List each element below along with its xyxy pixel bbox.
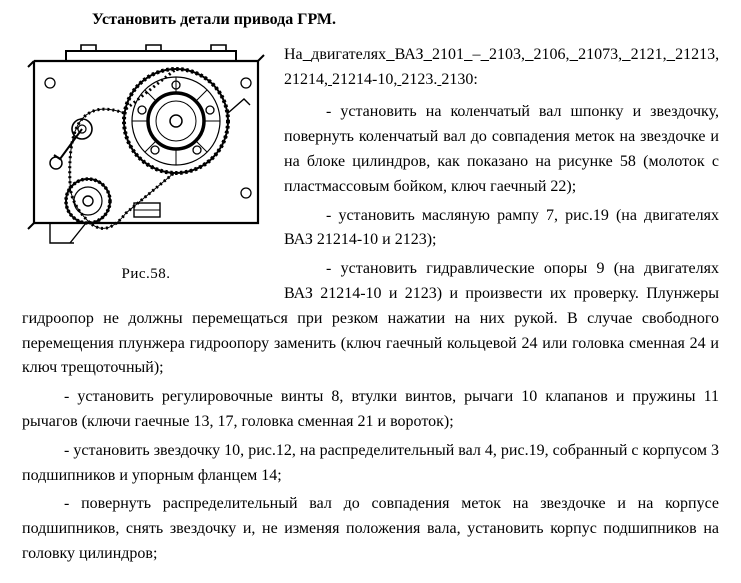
engine-drawing-icon: [26, 43, 266, 248]
paragraph-5: - установить звездочку 10, рис.12, на ра…: [22, 439, 719, 489]
figure-58: Рис.58.: [22, 43, 270, 286]
paragraph-6: - повернуть распределительный вал до сов…: [22, 492, 719, 566]
section-heading: Установить детали привода ГРМ.: [22, 8, 719, 33]
figure-caption: Рис.58.: [22, 263, 270, 286]
content-flow: Рис.58. На двигателях ВАЗ 2101 – 2103, 2…: [22, 43, 719, 567]
paragraph-4: - установить регулировочные винты 8, вту…: [22, 385, 719, 435]
